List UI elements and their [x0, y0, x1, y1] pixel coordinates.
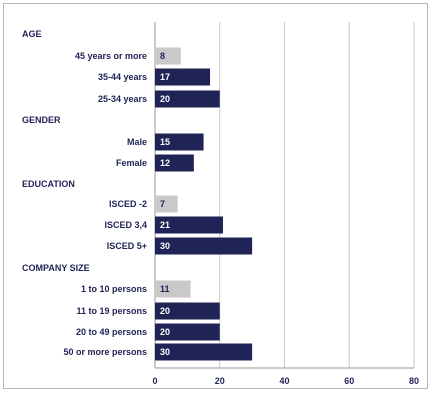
row-label: ISCED 3,4: [104, 220, 147, 230]
row-label: 35-44 years: [98, 72, 147, 82]
bar: [155, 302, 220, 320]
data-label: 11: [160, 284, 170, 294]
data-label: 30: [160, 241, 170, 251]
bar: [155, 195, 178, 213]
bar: [155, 133, 204, 151]
data-label: 20: [160, 327, 170, 337]
data-label: 17: [160, 72, 170, 82]
data-label: 20: [160, 306, 170, 316]
data-label: 30: [160, 347, 170, 357]
bar: [155, 154, 194, 172]
row-label: 50 or more persons: [63, 347, 147, 357]
row-label: 20 to 49 persons: [76, 327, 147, 337]
row-label: ISCED -2: [109, 199, 147, 209]
row-label: 45 years or more: [75, 51, 147, 61]
bar: [155, 90, 220, 108]
row-label: Female: [116, 158, 147, 168]
bar: [155, 237, 253, 255]
bar: [155, 216, 223, 234]
data-label: 7: [160, 199, 165, 209]
data-label: 20: [160, 94, 170, 104]
data-label: 8: [160, 51, 165, 61]
x-tick-label: 80: [409, 376, 419, 386]
x-tick-label: 0: [152, 376, 157, 386]
x-tick-label: 60: [344, 376, 354, 386]
bar: [155, 47, 181, 65]
row-label: 1 to 10 persons: [81, 284, 147, 294]
data-label: 15: [160, 137, 170, 147]
group-label: COMPANY SIZE: [22, 263, 90, 273]
group-label: GENDER: [22, 115, 61, 125]
x-tick-label: 20: [215, 376, 225, 386]
x-tick-label: 40: [279, 376, 289, 386]
bar: [155, 323, 220, 341]
row-label: 11 to 19 persons: [76, 306, 147, 316]
bar: [155, 280, 191, 298]
row-label: ISCED 5+: [107, 241, 147, 251]
bar: [155, 343, 253, 361]
bar: [155, 68, 211, 86]
data-label: 12: [160, 158, 170, 168]
row-label: Male: [127, 137, 147, 147]
group-label: EDUCATION: [22, 179, 75, 189]
data-label: 21: [160, 220, 170, 230]
group-label: AGE: [22, 29, 42, 39]
row-label: 25-34 years: [98, 94, 147, 104]
